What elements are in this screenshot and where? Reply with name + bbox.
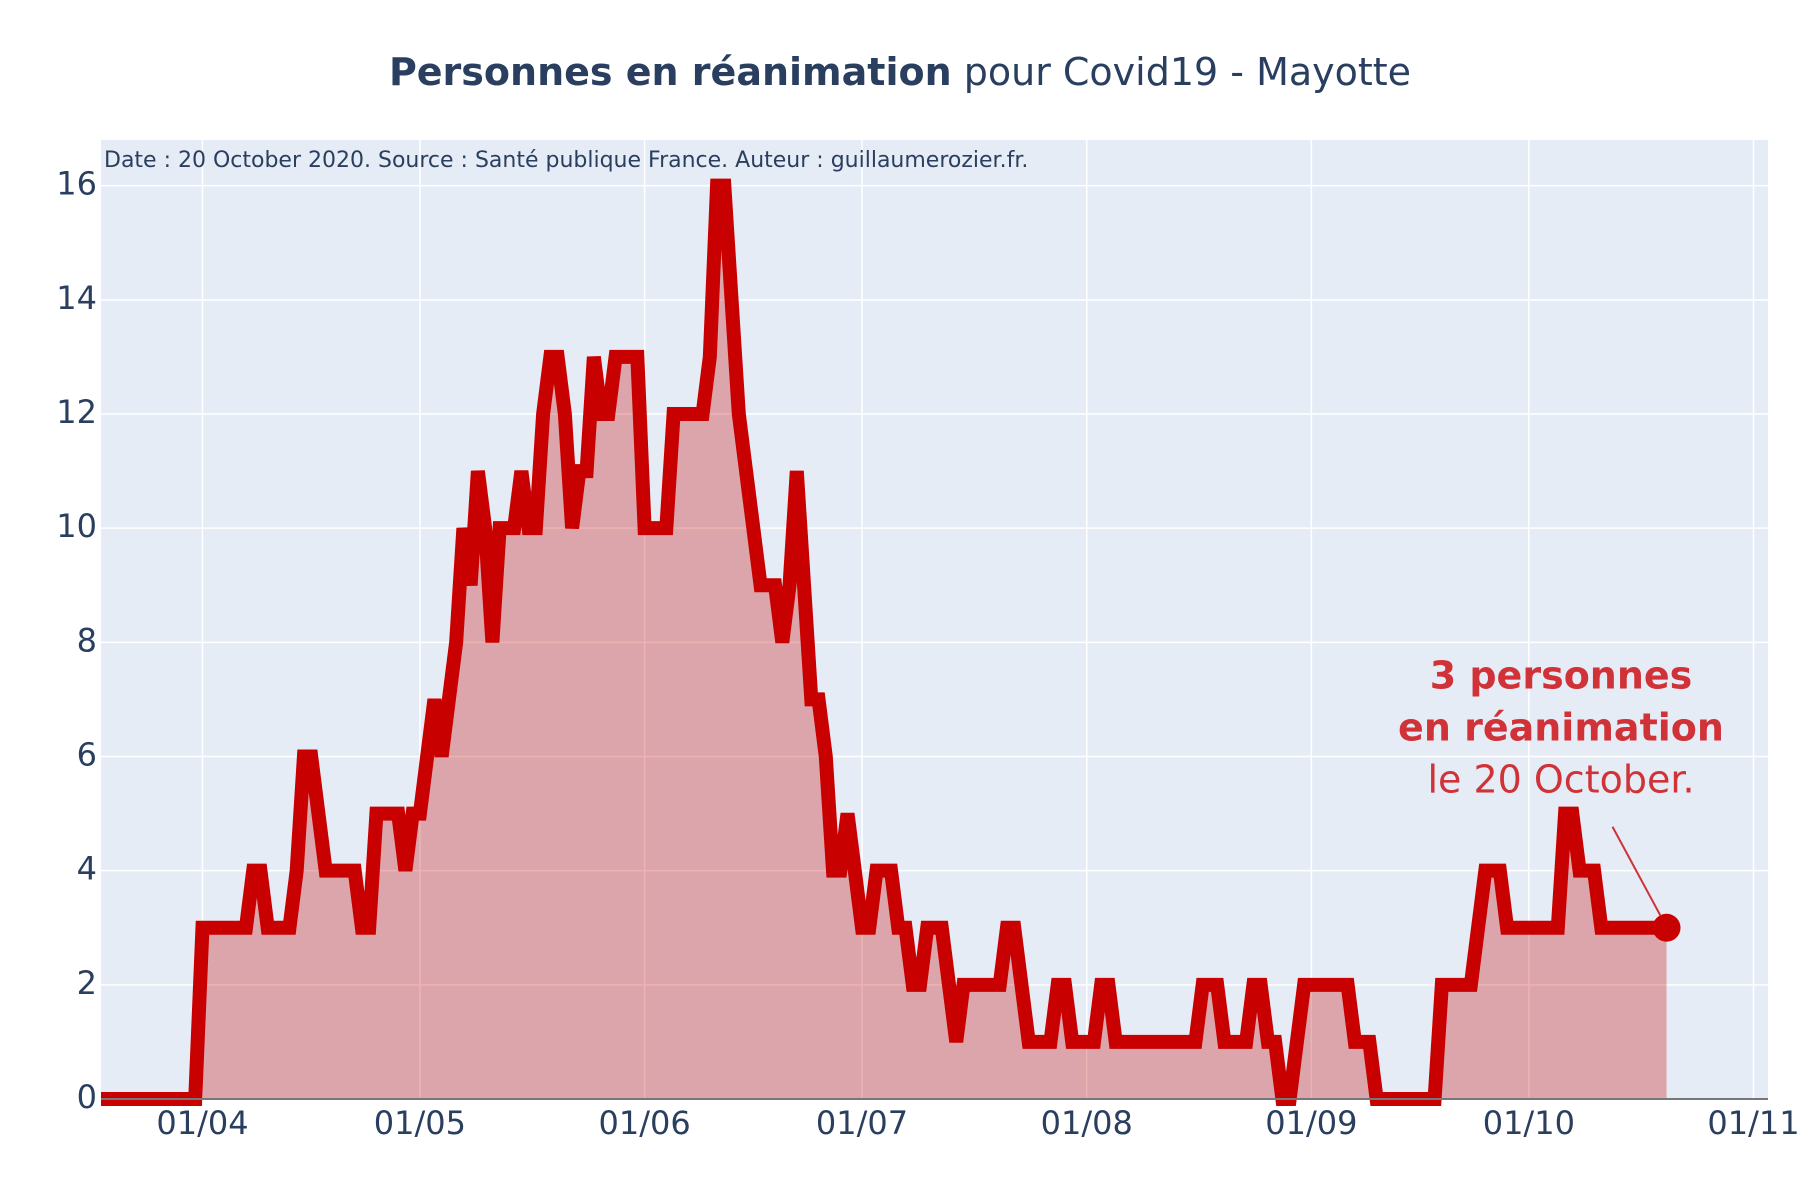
y-tick-label: 10 bbox=[56, 507, 97, 545]
x-tick-label: 01/09 bbox=[1265, 1104, 1357, 1142]
x-tick-label: 01/11 bbox=[1707, 1104, 1799, 1142]
annotation-line: le 20 October. bbox=[1427, 758, 1694, 802]
x-tick-label: 01/08 bbox=[1041, 1104, 1133, 1142]
y-tick-label: 16 bbox=[56, 165, 97, 203]
x-tick-label: 01/10 bbox=[1483, 1104, 1575, 1142]
x-tick-label: 01/07 bbox=[816, 1104, 908, 1142]
annotation-line: en réanimation bbox=[1398, 706, 1724, 750]
y-tick-label: 4 bbox=[77, 850, 97, 888]
y-tick-label: 8 bbox=[77, 621, 97, 659]
annotation: 3 personnes en réanimation le 20 October… bbox=[1398, 654, 1724, 802]
x-tick-label: 01/06 bbox=[598, 1104, 690, 1142]
annotation-line: 3 personnes bbox=[1430, 654, 1693, 698]
title-bold: Personnes en réanimation bbox=[389, 50, 952, 94]
area bbox=[101, 185, 1667, 1099]
source-note: Date : 20 October 2020. Source : Santé p… bbox=[104, 148, 1028, 173]
y-tick-label: 6 bbox=[77, 736, 97, 774]
last-point bbox=[1652, 913, 1681, 942]
y-tick-label: 14 bbox=[56, 279, 97, 317]
chart-title: Personnes en réanimation pour Covid19 - … bbox=[389, 50, 1411, 94]
x-tick-label: 01/05 bbox=[374, 1104, 466, 1142]
y-tick-label: 12 bbox=[56, 393, 97, 431]
x-tick-label: 01/04 bbox=[156, 1104, 248, 1142]
y-tick-label: 2 bbox=[77, 964, 97, 1002]
annotation-arrow bbox=[1611, 826, 1662, 917]
title-rest: pour Covid19 - Mayotte bbox=[964, 50, 1411, 94]
y-tick-label: 0 bbox=[77, 1078, 97, 1116]
